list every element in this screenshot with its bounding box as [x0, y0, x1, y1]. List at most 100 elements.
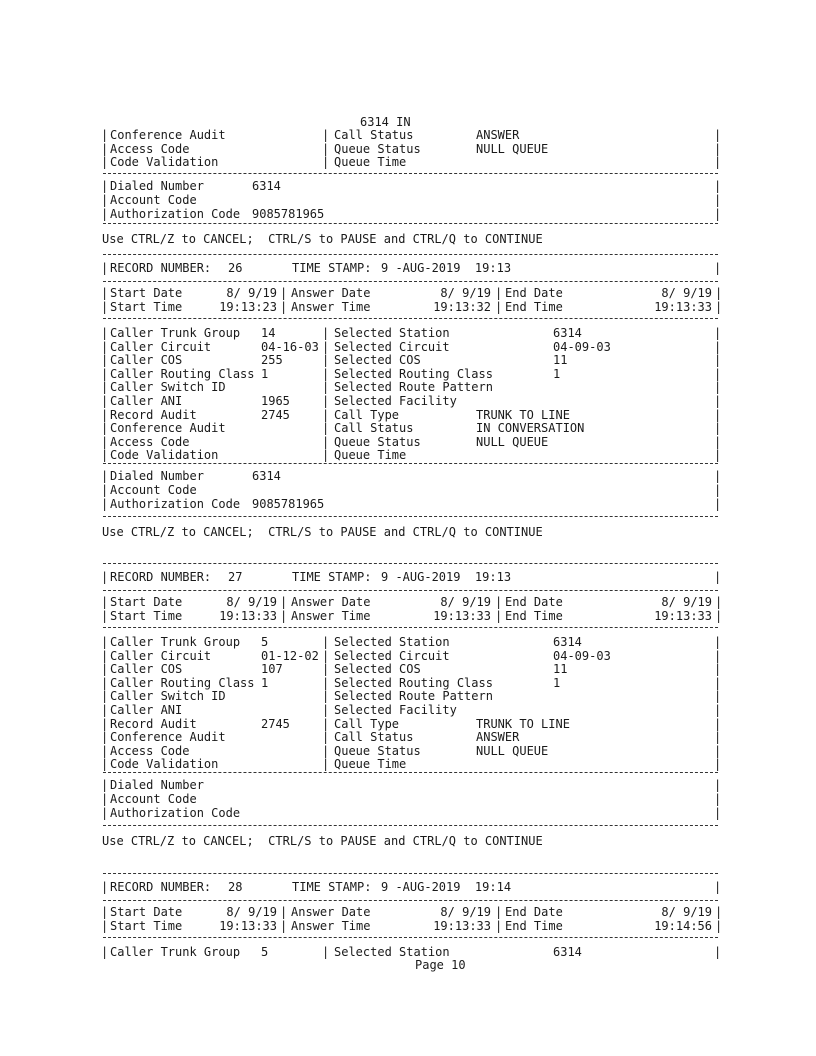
column-separator: | [714, 662, 722, 677]
end-time-label: End Time [505, 919, 563, 933]
column-separator: | [714, 434, 722, 449]
caller-field-label: Caller ANI [110, 394, 183, 408]
answer-date-label: Answer Date [291, 286, 371, 300]
column-separator: | [714, 207, 722, 221]
caller-field-label: Caller Trunk Group [110, 635, 241, 649]
column-separator: | [322, 407, 330, 422]
dialed-field-label: Account Code [110, 483, 197, 497]
column-separator: | [714, 778, 722, 792]
column-separator: | [280, 595, 288, 609]
column-separator: | [101, 570, 109, 584]
column-separator: | [322, 421, 330, 436]
column-separator: | [714, 689, 722, 704]
dashed-divider [103, 254, 718, 255]
caller-field-label: Caller Switch ID [110, 689, 226, 704]
column-separator: | [715, 609, 723, 623]
caller-field-label: Conference Audit [110, 421, 226, 436]
time-stamp-label: TIME STAMP: [292, 261, 372, 275]
caller-field-label: Caller Switch ID [110, 380, 226, 395]
selected-field-label: Call Status [334, 128, 414, 143]
dialed-field-label: Authorization Code [110, 497, 241, 511]
column-separator: | [715, 905, 723, 919]
selected-field-label: Queue Status [334, 743, 421, 758]
selected-field-value: IN CONVERSATION [476, 421, 585, 436]
record-number-label: RECORD NUMBER: [110, 261, 212, 275]
column-separator: | [101, 286, 109, 300]
caller-field-label: Code Validation [110, 757, 219, 772]
selected-field-label: Call Status [334, 421, 414, 436]
start-date-label: Start Date [110, 286, 183, 300]
column-separator: | [101, 806, 109, 820]
column-separator: | [101, 757, 109, 772]
record-number-label: RECORD NUMBER: [110, 880, 212, 894]
column-separator: | [714, 339, 722, 354]
column-separator: | [101, 469, 109, 483]
dashed-divider [103, 590, 718, 591]
column-separator: | [322, 380, 330, 395]
end-time-value: 19:13:33 [654, 609, 712, 623]
cancel-pause-continue-prompt: Use CTRL/Z to CANCEL; CTRL/S to PAUSE an… [102, 834, 543, 848]
dialed-field-value: 6314 [252, 179, 281, 193]
column-separator: | [714, 141, 722, 156]
column-separator: | [495, 919, 503, 933]
column-separator: | [715, 595, 723, 609]
caller-field-label: Caller Circuit [110, 339, 212, 354]
dialed-field-label: Dialed Number [110, 469, 204, 483]
selected-field-label: Selected Circuit [334, 648, 450, 663]
column-separator: | [101, 675, 109, 690]
column-separator: | [101, 407, 109, 422]
column-separator: | [714, 648, 722, 663]
column-separator: | [714, 497, 722, 511]
column-separator: | [714, 880, 722, 894]
column-separator: | [101, 380, 109, 395]
dashed-divider [103, 516, 718, 517]
column-separator: | [101, 792, 109, 806]
record-number-value: 26 [228, 261, 243, 275]
column-separator: | [322, 353, 330, 368]
column-separator: | [714, 261, 722, 275]
caller-field-label: Caller ANI [110, 703, 183, 717]
answer-time-label: Answer Time [291, 300, 371, 314]
column-separator: | [101, 193, 109, 207]
end-time-label: End Time [505, 300, 563, 314]
column-separator: | [101, 880, 109, 894]
answer-date-label: Answer Date [291, 905, 371, 919]
column-separator: | [101, 207, 109, 221]
column-separator: | [101, 919, 109, 933]
caller-field-value: 5 [261, 635, 269, 649]
caller-field-label: Caller COS [110, 353, 183, 368]
selected-field-label: Queue Time [334, 757, 407, 772]
column-separator: | [101, 483, 109, 497]
column-separator: | [495, 609, 503, 623]
end-date-label: End Date [505, 286, 563, 300]
column-separator: | [714, 380, 722, 395]
dashed-divider [103, 563, 718, 564]
dialed-field-label: Account Code [110, 792, 197, 806]
column-separator: | [101, 300, 109, 314]
dialed-field-value: 9085781965 [252, 207, 325, 221]
column-separator: | [322, 128, 330, 143]
column-separator: | [101, 394, 109, 408]
column-separator: | [322, 945, 330, 959]
column-separator: | [495, 595, 503, 609]
column-separator: | [101, 421, 109, 436]
caller-field-label: Caller Trunk Group [110, 326, 241, 340]
column-separator: | [101, 648, 109, 663]
column-separator: | [101, 595, 109, 609]
dashed-divider [103, 318, 718, 319]
caller-field-label: Record Audit [110, 407, 197, 422]
end-time-label: End Time [505, 609, 563, 623]
column-separator: | [715, 919, 723, 933]
selected-field-value: ANSWER [476, 128, 520, 143]
selected-field-value: 11 [553, 662, 568, 677]
start-date-label: Start Date [110, 595, 183, 609]
dashed-divider [103, 281, 718, 282]
answer-time-value: 19:13:33 [433, 609, 491, 623]
caller-field-label: Caller Trunk Group [110, 945, 241, 959]
column-separator: | [322, 743, 330, 758]
caller-field-value: 5 [261, 945, 269, 959]
time-stamp-value: 9 -AUG-2019 19:14 [381, 880, 512, 894]
column-separator: | [714, 407, 722, 422]
selected-field-value: TRUNK TO LINE [476, 407, 570, 422]
column-separator: | [714, 193, 722, 207]
